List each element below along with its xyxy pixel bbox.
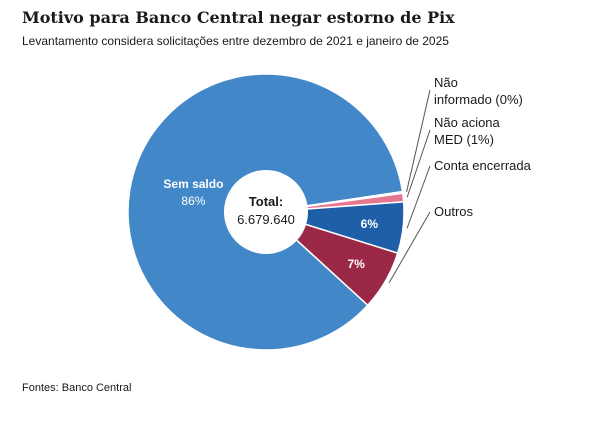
leader-line-nao-informado [406,89,431,192]
slice-value-outros: 7% [347,257,365,271]
center-total-label: Total: [249,194,283,209]
external-label-nao-informado: Não [434,75,458,90]
source-note: Fontes: Banco Central [22,382,132,394]
leader-line-nao-aciona-med [406,129,431,198]
slice-label-sem-saldo: Sem saldo [163,177,223,191]
leader-line-outros [388,211,431,284]
external-label-nao-aciona-med: MED (1%) [434,132,494,147]
chart-subtitle: Levantamento considera solicitações entr… [22,34,449,48]
chart-title: Motivo para Banco Central negar estorno … [22,8,455,27]
leader-line-conta-encerrada [406,165,431,229]
external-label-nao-informado: informado (0%) [434,92,523,107]
center-hole [224,170,308,254]
center-total-value: 6.679.640 [237,212,295,227]
slice-value-conta-encerrada: 6% [361,217,379,231]
external-label-outros: Outros [434,204,474,219]
slice-value-sem-saldo: 86% [181,194,205,208]
external-label-conta-encerrada: Conta encerrada [434,158,532,173]
external-label-nao-aciona-med: Não aciona [434,115,501,130]
